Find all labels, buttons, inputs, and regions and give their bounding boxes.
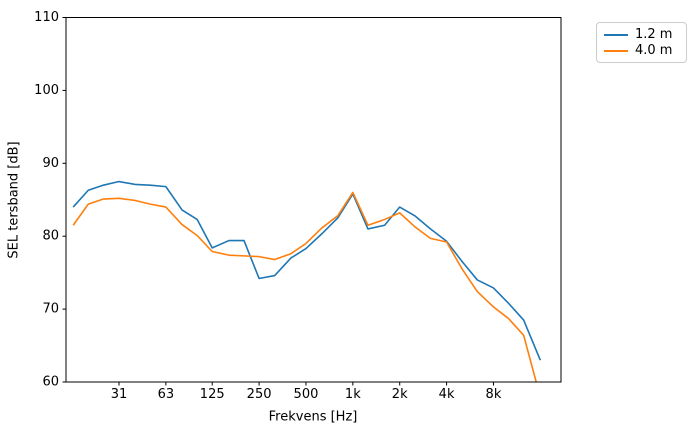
x-tick-label: 125 — [200, 387, 225, 402]
x-tick-label: 2k — [392, 387, 408, 402]
legend-label: 1.2 m — [635, 27, 673, 42]
legend-label: 4.0 m — [635, 43, 673, 58]
x-tick-label: 250 — [247, 387, 272, 402]
y-tick-label: 110 — [34, 10, 59, 25]
x-axis-label: Frekvens [Hz] — [268, 409, 358, 425]
series-line-blue — [72, 180, 542, 361]
y-tick-label: 90 — [42, 156, 59, 171]
x-tick-label: 500 — [294, 387, 319, 402]
y-tick-label: 60 — [42, 375, 59, 390]
x-tick-label: 1k — [345, 387, 361, 402]
legend-line-swatch-blue — [604, 34, 628, 36]
y-tick-label: 80 — [42, 229, 59, 244]
series-line-orange — [72, 191, 538, 382]
x-tick-label: 63 — [158, 387, 175, 402]
y-tick-label: 70 — [42, 302, 59, 317]
y-tick-label: 100 — [34, 83, 59, 98]
legend-line-swatch-orange — [604, 50, 628, 52]
x-tick-label: 4k — [439, 387, 455, 402]
legend: 1.2 m 4.0 m — [596, 22, 687, 63]
legend-entry: 1.2 m — [604, 27, 679, 43]
y-axis-label: SEL tersband [dB] — [6, 141, 22, 259]
plot-border — [65, 17, 562, 383]
x-tick-label: 8k — [486, 387, 502, 402]
x-tick-label: 31 — [111, 387, 128, 402]
legend-entry: 4.0 m — [604, 43, 679, 59]
